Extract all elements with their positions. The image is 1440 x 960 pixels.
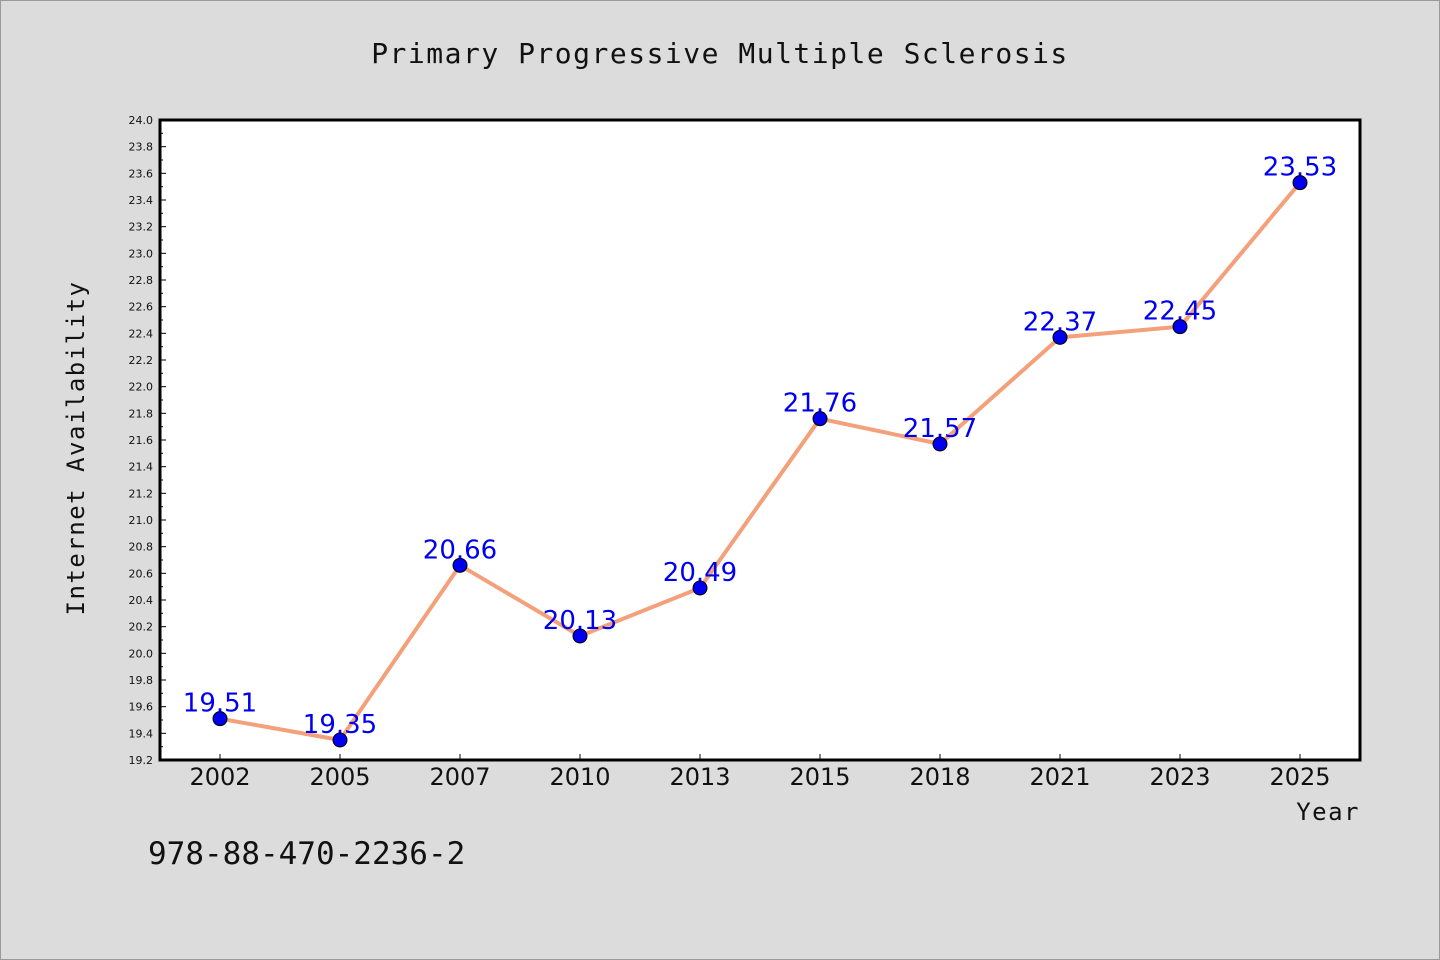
y-tick-label: 22.6 [129, 301, 154, 314]
data-point [1172, 319, 1188, 335]
data-point [452, 557, 468, 573]
data-label: 21.57 [903, 414, 977, 444]
x-tick-label: 2010 [549, 763, 610, 791]
y-axis-label: Internet Availability [62, 281, 90, 616]
y-tick-label: 23.8 [129, 141, 154, 154]
y-tick-label: 21.2 [129, 487, 154, 500]
y-tick-label: 19.4 [129, 727, 154, 740]
series-layer [212, 175, 1308, 748]
series-line [219, 181, 1302, 742]
y-tick-label: 23.2 [129, 221, 154, 234]
data-labels: 19.51 19.35 20.66 20.13 20.49 21.76 21.57 22.37… [183, 153, 1337, 740]
y-tick-label: 20.6 [129, 567, 154, 580]
y-tick-label: 22.4 [129, 327, 154, 340]
x-axis-label: Year [1296, 798, 1360, 826]
data-point [812, 411, 828, 427]
data-label: 22.45 [1143, 297, 1217, 327]
y-tick-label: 21.6 [129, 434, 154, 447]
y-tick-label: 23.0 [129, 247, 154, 260]
y-tick-label: 22.0 [129, 381, 154, 394]
data-label: 20.66 [423, 535, 497, 565]
y-tick-label: 19.6 [129, 701, 154, 714]
data-point [332, 732, 348, 748]
y-tick-label: 20.0 [129, 647, 154, 660]
data-point [212, 711, 228, 727]
data-label: 21.76 [783, 389, 857, 419]
data-label: 20.13 [543, 606, 617, 636]
data-label: 19.51 [183, 689, 257, 719]
y-tick-label: 19.2 [129, 754, 154, 767]
y-tick-label: 22.2 [129, 354, 154, 367]
data-point [1052, 329, 1068, 345]
x-tick-label: 2021 [1029, 763, 1090, 791]
x-tick-label: 2002 [189, 763, 250, 791]
y-tick-label: 23.4 [129, 194, 154, 207]
y-tick-label: 20.8 [129, 541, 154, 554]
data-label: 22.37 [1023, 307, 1097, 337]
data-label: 19.35 [303, 710, 377, 740]
data-point [932, 436, 948, 452]
y-tick-label: 21.8 [129, 407, 154, 420]
y-tick-label: 19.8 [129, 674, 154, 687]
y-tick-label: 23.6 [129, 167, 154, 180]
y-tick-label: 22.8 [129, 274, 154, 287]
y-tick-label: 24.0 [129, 114, 154, 127]
footer-code: 978-88-470-2236-2 [148, 836, 465, 872]
data-point [1292, 175, 1308, 191]
x-tick-label: 2023 [1149, 763, 1210, 791]
x-tick-label: 2018 [909, 763, 970, 791]
x-tick-label: 2015 [789, 763, 850, 791]
y-tick-label: 21.0 [129, 514, 154, 527]
x-tick-label: 2007 [429, 763, 490, 791]
x-tick-label: 2005 [309, 763, 370, 791]
y-tick-label: 20.2 [129, 621, 154, 634]
plot-area [158, 118, 1362, 762]
y-tick-label: 20.4 [129, 594, 154, 607]
chart-title: Primary Progressive Multiple Sclerosis [371, 37, 1069, 70]
x-tick-label: 2025 [1269, 763, 1330, 791]
x-tick-label: 2013 [669, 763, 730, 791]
data-label: 23.53 [1263, 153, 1337, 183]
y-axis: 19.2 19.4 19.6 19.8 20.0 20.2 20.4 20.6 20.8 21.0… [129, 114, 166, 767]
data-point [692, 580, 708, 596]
data-label: 20.49 [663, 558, 737, 588]
x-axis: 2002 2005 2007 2010 2013 2015 2018 2021 2023 2025 [189, 754, 1331, 791]
data-point [572, 628, 588, 644]
y-tick-label: 21.4 [129, 461, 154, 474]
